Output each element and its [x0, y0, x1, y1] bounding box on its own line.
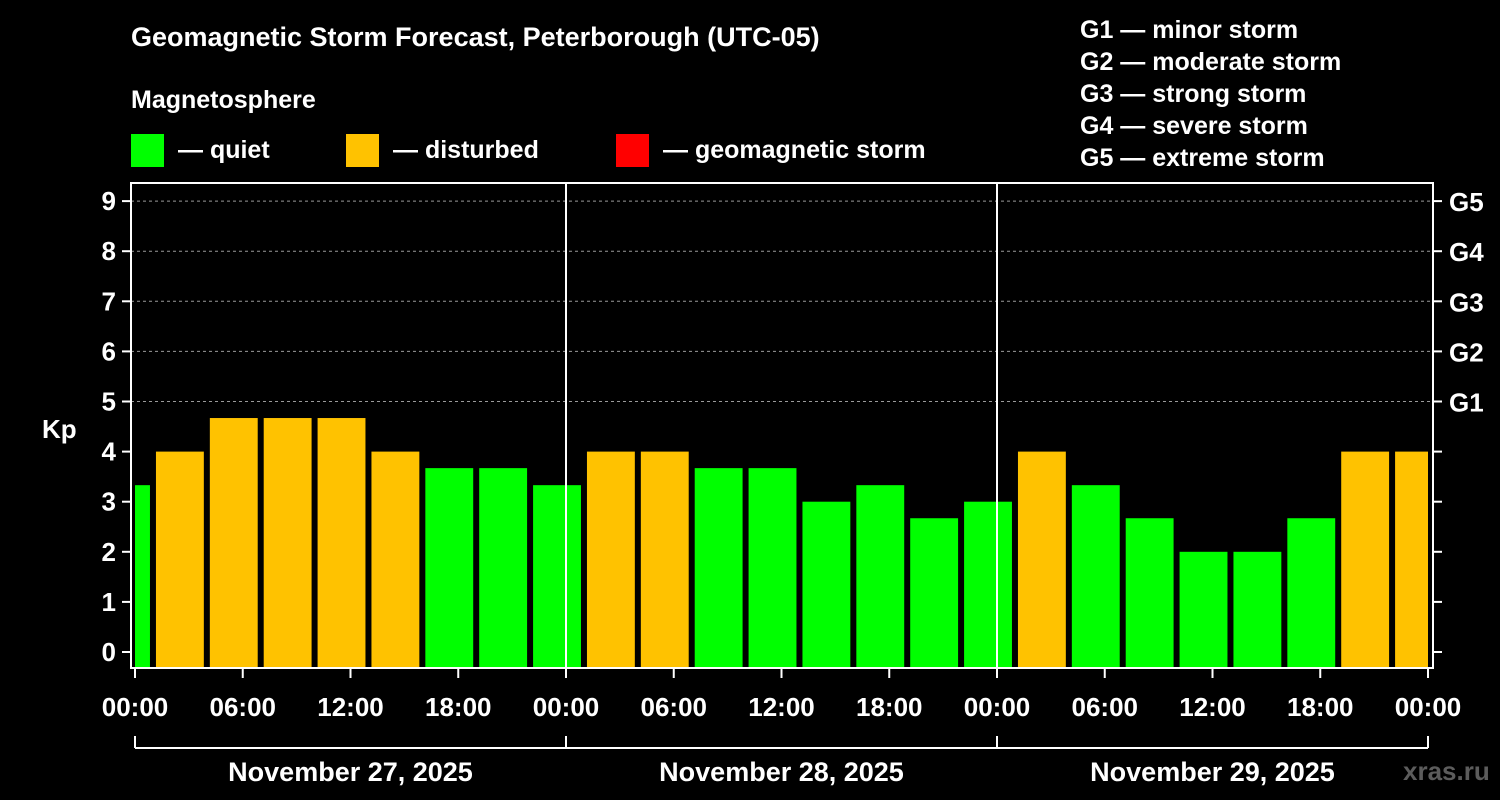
storm-scale-g5: G5 — extreme storm: [1080, 144, 1325, 172]
legend-quiet: — quiet: [131, 133, 270, 167]
g-level-label: G2: [1449, 337, 1484, 367]
kp-bar-23: [1341, 451, 1390, 668]
kp-bar-22: [1287, 518, 1336, 668]
kp-bar-18: [1071, 485, 1120, 668]
date-label: November 28, 2025: [659, 757, 904, 787]
x-tick-label: 12:00: [1179, 692, 1246, 722]
y-tick-label: 5: [102, 387, 116, 417]
kp-bar-4: [317, 418, 366, 668]
kp-bar-5: [371, 451, 420, 668]
kp-bar-1: [155, 451, 204, 668]
storm-scale-g2: G2 — moderate storm: [1080, 48, 1342, 76]
watermark: xras.ru: [1403, 756, 1490, 786]
x-tick-label: 06:00: [210, 692, 277, 722]
g-level-label: G5: [1449, 187, 1484, 217]
y-tick-label: 6: [102, 336, 116, 366]
y-axis-label: Kp: [42, 414, 77, 444]
x-tick-label: 00:00: [964, 692, 1031, 722]
x-tick-label: 12:00: [317, 692, 384, 722]
kp-bar-17: [1017, 451, 1066, 668]
kp-bar-16: [964, 501, 1012, 668]
g-level-label: G3: [1449, 287, 1484, 317]
g-level-label: G4: [1449, 237, 1484, 267]
date-label: November 27, 2025: [228, 757, 473, 787]
kp-bar-15: [910, 518, 959, 668]
kp-bar-11: [694, 468, 743, 668]
storm-scale-legend: G1 — minor storm G2 — moderate storm G3 …: [1080, 14, 1341, 174]
kp-bar-3: [263, 418, 312, 668]
kp-bar-8: [533, 485, 581, 668]
legend-quiet-label: — quiet: [178, 135, 270, 164]
legend-disturbed: — disturbed: [346, 133, 539, 167]
kp-bar-2: [209, 418, 258, 668]
y-tick-label: 9: [102, 186, 116, 216]
x-tick-label: 00:00: [102, 692, 169, 722]
kp-bar-13: [802, 501, 851, 668]
x-tick-label: 00:00: [533, 692, 600, 722]
storm-scale-g3: G3 — strong storm: [1080, 80, 1307, 108]
chart-title: Geomagnetic Storm Forecast, Peterborough…: [131, 22, 820, 52]
storm-scale-g1: G1 — minor storm: [1080, 16, 1299, 44]
kp-bar-12: [748, 468, 797, 668]
x-tick-label: 00:00: [1395, 692, 1462, 722]
kp-bar-20: [1179, 551, 1228, 668]
y-tick-label: 0: [102, 637, 116, 667]
kp-bar-9: [586, 451, 635, 668]
y-tick-label: 1: [102, 587, 116, 617]
y-tick-label: 3: [102, 487, 116, 517]
y-tick-label: 2: [102, 537, 116, 567]
kp-bar-21: [1233, 551, 1282, 668]
grid-lines: [131, 200, 1433, 402]
axis-labels: 0 1 2 3 4 5 6 7 8 9 G1 G2 G3 G4 G5 Kp 00:00 06:00 12:00 18:…: [42, 186, 1484, 787]
legend-disturbed-label: — disturbed: [393, 135, 539, 164]
kp-bar-7: [479, 468, 528, 668]
legend-quiet-swatch: [131, 133, 164, 167]
y-tick-label: 8: [102, 236, 116, 266]
x-tick-label: 06:00: [641, 692, 708, 722]
legend-disturbed-swatch: [346, 133, 379, 167]
kp-bar-6: [425, 468, 474, 668]
x-tick-label: 12:00: [748, 692, 815, 722]
y-tick-label: 7: [102, 286, 116, 316]
kp-bar-0: [135, 485, 150, 668]
kp-bar-14: [856, 485, 905, 668]
legend-storm-label: — geomagnetic storm: [663, 135, 926, 164]
legend-storm-swatch: [616, 133, 649, 167]
storm-scale-g4: G4 — severe storm: [1080, 112, 1308, 140]
axes: [122, 182, 1442, 749]
legend-storm: — geomagnetic storm: [616, 133, 926, 167]
legend-subtitle: Magnetosphere: [131, 86, 316, 114]
x-tick-label: 18:00: [1287, 692, 1354, 722]
date-label: November 29, 2025: [1090, 757, 1335, 787]
bars: [135, 418, 1428, 668]
y-tick-label: 4: [102, 437, 117, 467]
x-tick-label: 18:00: [425, 692, 492, 722]
g-level-label: G1: [1449, 388, 1484, 418]
x-tick-label: 18:00: [856, 692, 923, 722]
kp-bar-24: [1395, 451, 1428, 668]
kp-bar-19: [1125, 518, 1174, 668]
kp-bar-10: [640, 451, 689, 668]
x-tick-label: 06:00: [1072, 692, 1139, 722]
